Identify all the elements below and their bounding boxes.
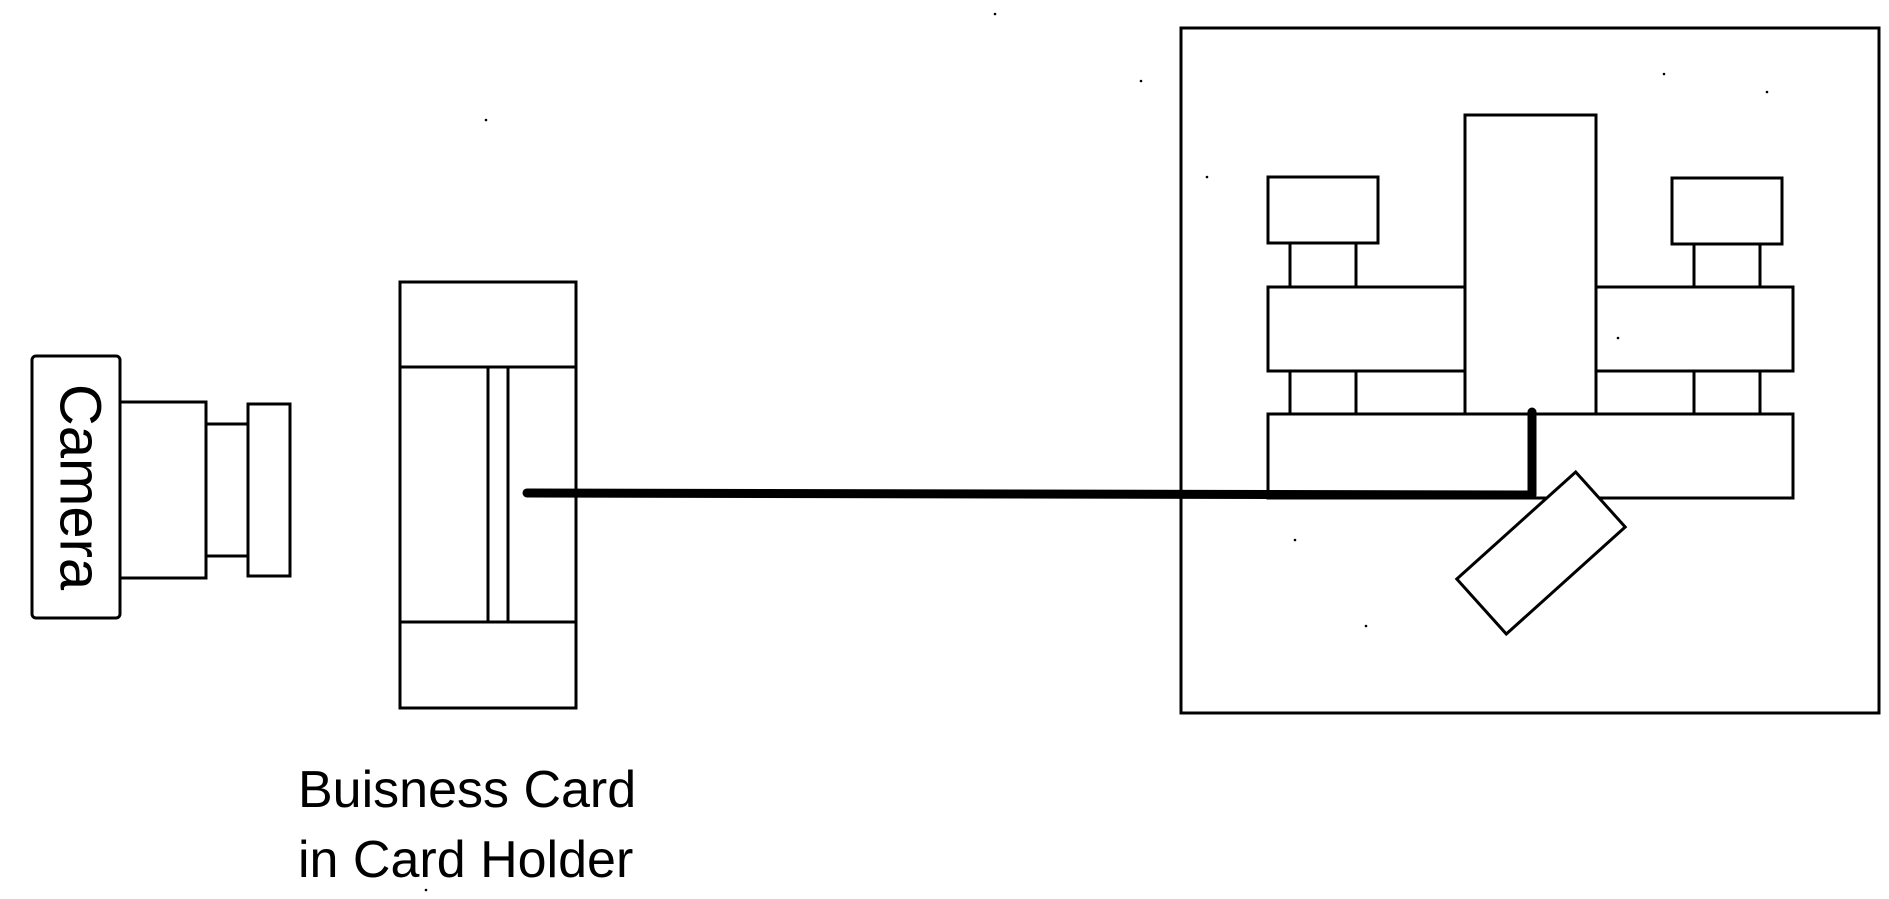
left-clamp-top bbox=[1266, 175, 1380, 245]
caption-line-2: in Card Holder bbox=[298, 831, 634, 889]
camera-label: Camera bbox=[48, 384, 113, 591]
card-holder-caption: Buisness Card in Card Holder bbox=[298, 755, 636, 895]
business-card bbox=[486, 365, 510, 624]
caption-line-1: Buisness Card bbox=[298, 761, 637, 819]
scan-specks bbox=[424, 12, 1769, 892]
left-post-lower bbox=[1288, 369, 1358, 416]
camera bbox=[30, 354, 292, 620]
light-path bbox=[522, 407, 1537, 500]
right-post-upper bbox=[1692, 242, 1762, 289]
bench-enclosure bbox=[1179, 26, 1881, 715]
right-clamp-top bbox=[1670, 176, 1784, 246]
right-post-lower bbox=[1692, 369, 1762, 416]
beam-line bbox=[522, 407, 1537, 500]
camera-lens-mount bbox=[118, 400, 208, 580]
optical-bench bbox=[1179, 26, 1881, 715]
angled-mirror bbox=[1454, 469, 1628, 637]
left-post-upper bbox=[1288, 241, 1358, 289]
camera-lens-front bbox=[246, 402, 292, 578]
central-mount bbox=[1463, 113, 1598, 416]
camera-lens-neck bbox=[204, 422, 250, 558]
